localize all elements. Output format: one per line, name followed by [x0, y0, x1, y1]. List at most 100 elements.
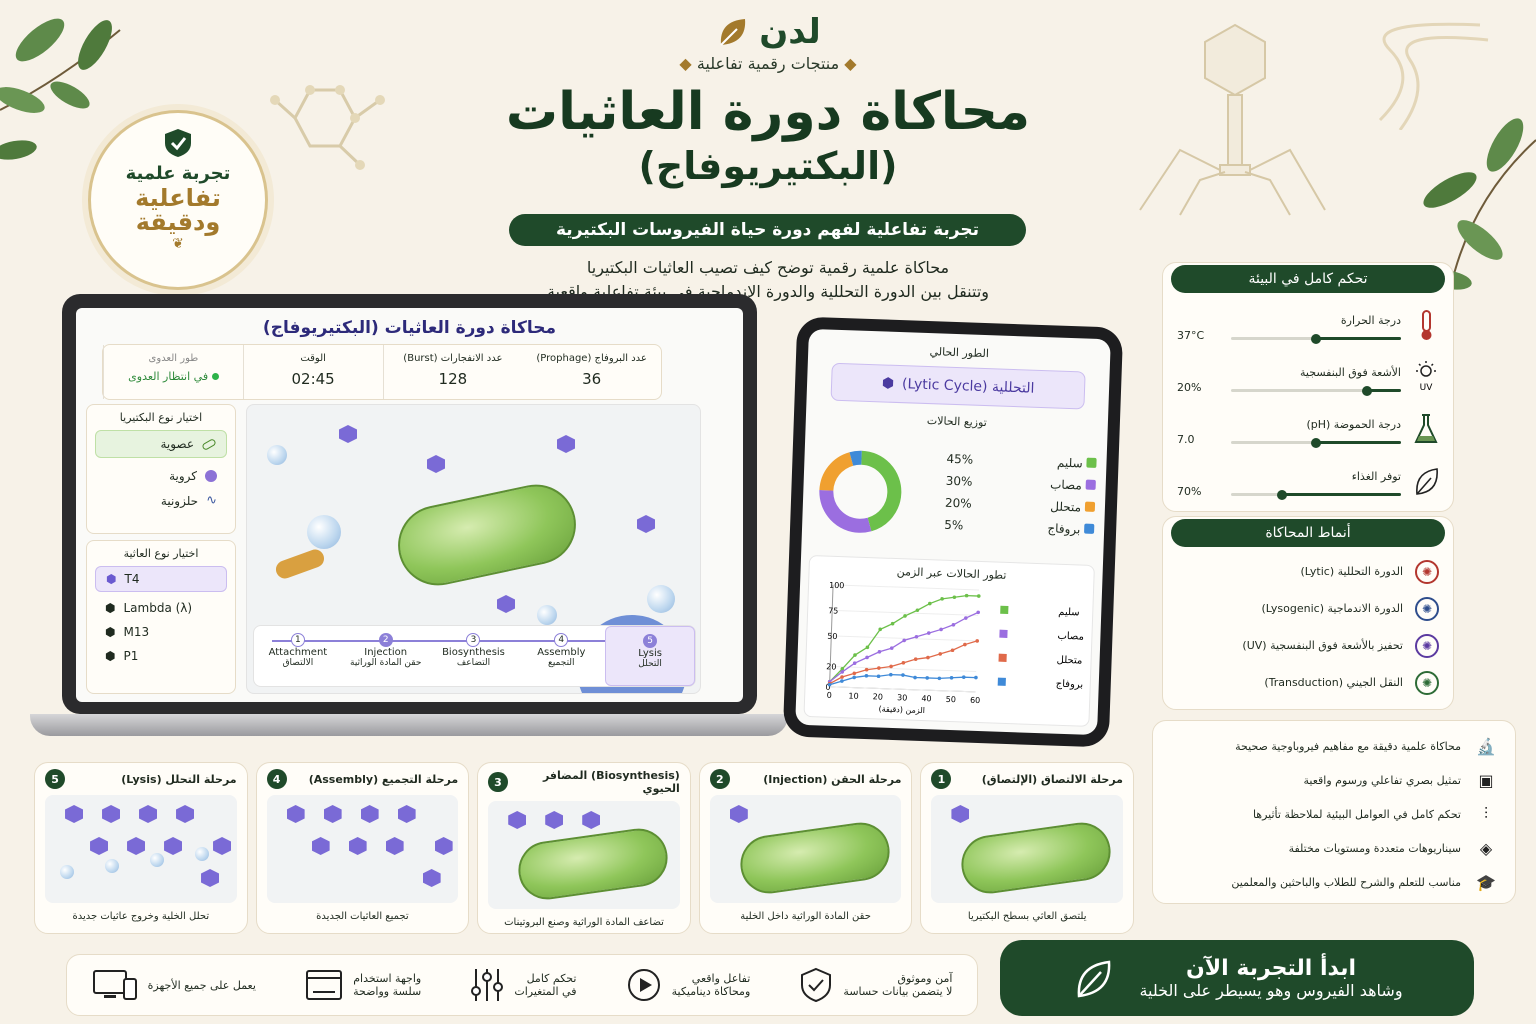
feature-item-0: 🔬 محاكاة علمية دقيقة مع مفاهيم فيروباوجية…: [1171, 729, 1497, 763]
data-point: [840, 675, 844, 679]
data-point: [928, 601, 932, 606]
sprout-icon: [1078, 960, 1111, 998]
line-chart-card: تطور الحالات عبر الزمن 0 20 50 75 100 0 10 20 30…: [803, 554, 1095, 727]
tablet-frame: الطور الحالي التحللية (Lytic Cycle) ⬢ تو…: [782, 316, 1124, 748]
molecule-decoration: [270, 85, 385, 170]
step-attachment[interactable]: 1 Attachment الالتصاق: [268, 633, 328, 668]
data-point: [925, 676, 930, 680]
phage-option-p1[interactable]: ⬢ P1: [105, 649, 139, 663]
phage-icon: ⬢: [105, 649, 116, 663]
simulation-canvas[interactable]: 1 Attachment الالتصاق 2 Injection حقن ال…: [246, 404, 701, 694]
env-slider[interactable]: [1231, 489, 1401, 500]
env-slider[interactable]: [1231, 333, 1401, 344]
stage-card-3[interactable]: (Biosynthesis) المضافر الحيوي 3 تضاعف الما…: [477, 762, 691, 934]
badge-line-3: ودقيقة: [135, 208, 221, 236]
stage-illustration: [709, 795, 902, 903]
phage-option-m13[interactable]: ⬢ M13: [105, 625, 150, 639]
grid-line: [830, 665, 977, 672]
phage-option-t4[interactable]: ⬢ T4: [95, 566, 227, 592]
leaf-icon: [720, 19, 746, 46]
data-point: [939, 627, 943, 632]
layers-icon: ◈: [1479, 838, 1493, 858]
mode-icon: ✺: [1415, 633, 1439, 658]
graduation-cap-icon: 🎓: [1476, 872, 1496, 892]
step-assembly[interactable]: 4 Assembly التجميع: [537, 633, 586, 668]
debris-particle: [60, 865, 75, 879]
data-point: [937, 676, 942, 681]
phage-particle: [286, 805, 305, 823]
debris-particle: [150, 853, 165, 867]
stage-caption: تجميع العاثيات الجديدة: [316, 911, 409, 922]
data-point: [940, 597, 944, 601]
data-point: [975, 639, 980, 643]
env-slider-knob[interactable]: [1311, 333, 1321, 344]
phage-particle: [213, 837, 232, 855]
data-point: [852, 661, 857, 665]
phage-particle: [427, 455, 445, 473]
simulation-mode-0[interactable]: ✺ الدورة التحللية (Lytic): [1177, 553, 1439, 590]
bacterium-cell: [514, 824, 672, 904]
data-point: [865, 645, 870, 650]
hero-description-1: محاكاة علمية رقمية توضح كيف تصيب العاثيا…: [586, 258, 950, 277]
bacteria-option-rod[interactable]: عصوية: [95, 430, 227, 458]
feature-realistic: تفاعل واقعي ومحاكاة ديناميكية: [626, 967, 750, 1003]
devices-icon: [92, 970, 137, 1000]
y-tick-label: 0: [825, 683, 830, 692]
x-tick-label: 20: [873, 692, 883, 701]
env-slider-fill: [1282, 493, 1401, 496]
leaves-decoration-left: [0, 18, 121, 160]
x-tick-label: 10: [848, 691, 858, 700]
image-icon: ▣: [1478, 770, 1494, 790]
legend-row-prophage: بروفاج 5%: [944, 518, 1095, 537]
phage-particle: [545, 811, 564, 829]
legend-row-healthy: سليم 45%: [946, 452, 1097, 471]
bacteria-option-spiral[interactable]: ∿ حلزونية: [160, 493, 217, 508]
data-point: [938, 652, 943, 656]
spiral-bacterium: [273, 546, 327, 582]
stage-card-2[interactable]: مرحلة الحقن (Injection) 2 حقن المادة الورا…: [698, 762, 913, 934]
env-slider-knob[interactable]: [1362, 385, 1372, 396]
data-point: [840, 667, 845, 671]
step-lysis[interactable]: 5 Lysis التحلل: [605, 626, 695, 686]
data-point: [976, 594, 981, 598]
phage-icon: ⬢: [881, 375, 895, 392]
env-slider[interactable]: [1231, 437, 1401, 448]
env-slider[interactable]: [1231, 385, 1401, 396]
env-control-0: درجة الحرارة 37°C: [1177, 301, 1439, 353]
simulation-modes-panel: أنماط المحاكاة ✺ الدورة التحللية (Lytic) ✺…: [1162, 516, 1454, 710]
phage-option-lambda[interactable]: ⬢ Lambda (λ): [105, 601, 193, 615]
data-point: [952, 595, 957, 600]
env-slider-knob[interactable]: [1277, 489, 1287, 500]
simulation-mode-3[interactable]: ✺ النقل الجيني (Transduction): [1177, 664, 1439, 701]
feature-text: تحكم كامل في العوامل البيئية لملاحظة تأث…: [1252, 807, 1461, 821]
simulation-mode-2[interactable]: ✺ تحفيز بالأشعة فوق البنفسجية (UV): [1177, 627, 1439, 664]
stage-card-4[interactable]: مرحلة التجميع (Assembly) 4 تجميع العاثيات …: [255, 762, 470, 934]
sliders-icon: ⫶: [1483, 804, 1488, 823]
data-point: [949, 675, 954, 680]
simulation-mode-1[interactable]: ✺ الدورة الاندماجية (Lysogenic): [1177, 590, 1439, 627]
env-slider-knob[interactable]: [1311, 437, 1321, 448]
bacterium-cell: [390, 477, 584, 593]
sprout-icon: ❦: [172, 236, 184, 252]
mode-label: النقل الجيني (Transduction): [1264, 676, 1403, 689]
legend-swatch: [1000, 605, 1009, 614]
grid-line: [829, 686, 976, 693]
stage-card-1[interactable]: مرحلة الالتصاق (الإلتصاق) 1 يلتصق العاثي ب…: [920, 762, 1134, 934]
bacteria-option-coccus[interactable]: كروية: [95, 464, 227, 488]
phage-particle: [127, 837, 146, 855]
y-tick-label: 20: [826, 662, 836, 671]
feature-text: تمثيل بصري تفاعلي ورسوم واقعية: [1303, 773, 1462, 787]
stage-title: مرحلة التحلل (Lysis): [121, 772, 237, 786]
modes-panel-title: أنماط المحاكاة: [1171, 519, 1445, 547]
phage-icon: ⬢: [105, 601, 116, 615]
stage-card-5[interactable]: مرحلة التحلل (Lysis) 5 تحلل الخلية وخروج ع…: [34, 762, 248, 934]
start-experience-button[interactable]: ابدأ التجربة الآن وشاهد الفيروس وهو يسيط…: [1000, 940, 1474, 1016]
data-point: [877, 649, 882, 654]
stage-title: مرحلة الحقن (Injection): [763, 772, 902, 786]
env-control-label: درجة الحموضة (pH): [1306, 418, 1401, 431]
stage-illustration: [45, 795, 237, 903]
step-injection[interactable]: 2 Injection حقن المادة الوراثية: [350, 633, 422, 668]
step-biosynthesis[interactable]: 3 Biosynthesis التضاعف: [442, 633, 505, 668]
x-tick-label: 0: [827, 691, 832, 700]
grid-line: [833, 584, 980, 591]
